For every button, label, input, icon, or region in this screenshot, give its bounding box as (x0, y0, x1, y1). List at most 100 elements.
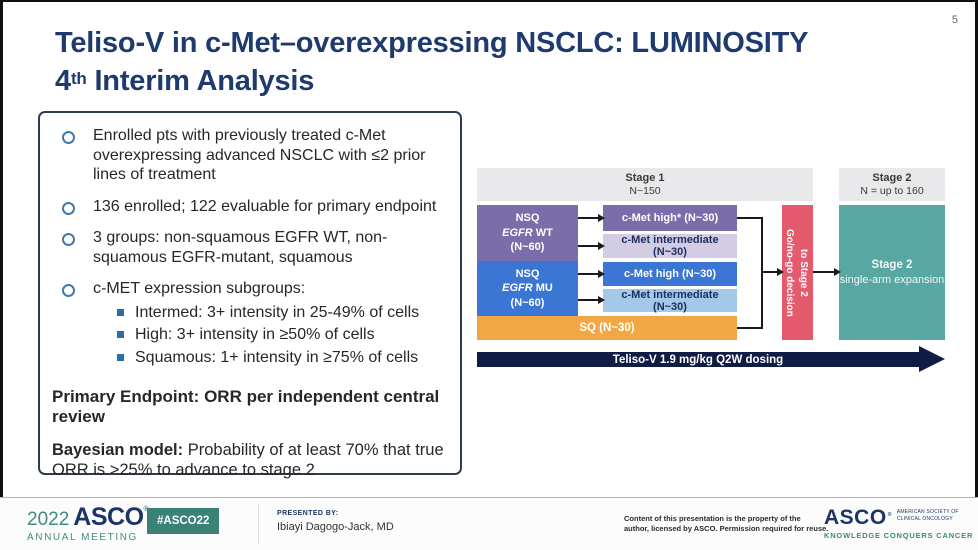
go-no-go-line2: to Stage 2 (798, 248, 809, 297)
hashtag-badge: #ASCO22 (147, 508, 220, 534)
bullet-item: 3 groups: non-squamous EGFR WT, non-squa… (50, 228, 452, 267)
bullet-list: Enrolled pts with previously treated c-M… (50, 126, 452, 370)
group-line: EGFR WT (502, 226, 553, 241)
arrow-mu-to-intermediate (578, 296, 605, 304)
footer-divider (258, 504, 259, 544)
go-no-go-line1: Go/no-go decision (784, 228, 795, 317)
arrow-wt-to-high (578, 214, 605, 222)
stage2-expansion-box: Stage 2 single-arm expansion (839, 205, 945, 340)
stage2-box-subtitle: single-arm expansion (839, 274, 945, 286)
bayesian-model-detail: Probability of at least 70% that true OR… (52, 441, 444, 479)
arrowhead-icon (598, 214, 605, 222)
meeting-asco-text: ASCO (73, 503, 144, 531)
sub-bullet-item: Squamous: 1+ intensity in ≥75% of cells (117, 348, 419, 368)
arrow-to-stage2 (813, 268, 841, 276)
square-bullet-icon (117, 353, 124, 361)
circle-bullet-icon (62, 131, 75, 144)
stage2-title: Stage 2 (872, 172, 912, 184)
bullet-group: c-MET expression subgroups: Intermed: 3+… (93, 279, 419, 370)
slide-number: 5 (951, 14, 958, 26)
asco-annual-meeting-logo: 2022 ASCO® ANNUAL MEETING (27, 503, 149, 543)
stage1-n: N~150 (629, 185, 661, 197)
group-n: (N~60) (510, 241, 545, 254)
gene-name: EGFR (502, 226, 533, 239)
group-n: (N~60) (510, 296, 545, 309)
dosing-arrow: Teliso-V 1.9 mg/kg Q2W dosing (477, 352, 919, 367)
title-line2: 4th Interim Analysis (55, 65, 314, 97)
footer-bar: 2022 ASCO® ANNUAL MEETING #ASCO22 PRESEN… (0, 497, 978, 550)
bullet-item: Enrolled pts with previously treated c-M… (50, 126, 452, 185)
primary-endpoint-text: Primary Endpoint: ORR per independent ce… (52, 387, 440, 426)
title-line1: Teliso-V in c-Met–overexpressing NSCLC: … (55, 27, 809, 59)
summary-panel: Enrolled pts with previously treated c-M… (38, 111, 462, 479)
bullet-text: 136 enrolled; 122 evaluable for primary … (93, 197, 437, 215)
sub-bullet-text: Intermed: 3+ intensity in 25-49% of cell… (135, 303, 420, 321)
arrowhead-icon (777, 268, 784, 276)
meeting-subtitle: ANNUAL MEETING (27, 532, 138, 543)
gene-name: EGFR (502, 282, 533, 295)
stage2-box-title: Stage 2 (871, 259, 913, 271)
society-line2: CLINICAL ONCOLOGY (896, 515, 953, 522)
square-bullet-icon (117, 308, 124, 316)
group-nsq-egfr-mu-box: NSQ EGFR MU (N~60) (477, 261, 578, 316)
group-line: EGFR MU (502, 281, 553, 296)
stage2-header: Stage 2 N = up to 160 (839, 168, 945, 201)
arrowhead-icon (598, 242, 605, 250)
meeting-asco-wordmark: ASCO® (73, 503, 148, 532)
dosing-label: Teliso-V 1.9 mg/kg Q2W dosing (612, 353, 784, 366)
meeting-logo-row: 2022 ASCO® (27, 503, 149, 532)
page-title: Teliso-V in c-Met–overexpressing NSCLC: … (55, 26, 935, 99)
arrowhead-icon (598, 270, 605, 278)
group-line: NSQ (515, 267, 540, 280)
bullet-text: c-MET expression subgroups: (93, 280, 306, 297)
presenter-name: Ibiayi Dagogo-Jack, MD (277, 521, 394, 533)
sub-bullet-list: Intermed: 3+ intensity in 25-49% of cell… (117, 303, 419, 368)
circle-bullet-icon (62, 233, 75, 246)
cohort-cmet-intermediate-wt-box: c-Met intermediate (N~30) (603, 234, 737, 258)
junction-line-vertical (761, 217, 763, 329)
asco-text: ASCO (824, 506, 887, 529)
meeting-year: 2022 (27, 509, 70, 530)
sub-bullet-text: Squamous: 1+ intensity in ≥75% of cells (135, 348, 419, 366)
arrow-wt-to-intermediate (578, 242, 605, 250)
registered-mark-icon: ® (143, 506, 149, 513)
asco-society-name: AMERICAN SOCIETY OF CLINICAL ONCOLOGY (897, 509, 959, 522)
asco-tagline: KNOWLEDGE CONQUERS CANCER (824, 531, 974, 540)
disclaimer-line1: Content of this presentation is the prop… (624, 514, 801, 523)
group-line: NSQ (515, 212, 540, 225)
bullet-item: 136 enrolled; 122 evaluable for primary … (50, 197, 452, 217)
arrowhead-icon (834, 268, 841, 276)
asco-society-logo: ASCO® AMERICAN SOCIETY OF CLINICAL ONCOL… (824, 504, 974, 541)
cohort-cmet-high-wt-box: c-Met high* (N~30) (603, 205, 737, 231)
arrowhead-icon (598, 296, 605, 304)
sub-bullet-item: Intermed: 3+ intensity in 25-49% of cell… (117, 303, 419, 323)
bayesian-model-text: Bayesian model: Probability of at least … (52, 441, 452, 480)
stage2-n: N = up to 160 (860, 185, 924, 197)
arrow-to-go-no-go (761, 268, 784, 276)
study-design-diagram: Stage 1 N~150 Stage 2 N = up to 160 NSQ … (477, 163, 947, 378)
junction-line-bottom (737, 327, 761, 329)
asco-logo-row: ASCO® AMERICAN SOCIETY OF CLINICAL ONCOL… (824, 504, 973, 529)
group-nsq-egfr-wt-box: NSQ EGFR WT (N~60) (477, 205, 578, 261)
title-line2-text: Interim Analysis (86, 65, 315, 97)
circle-bullet-icon (62, 284, 75, 297)
presented-by-label: PRESENTED BY: (277, 510, 339, 517)
presenter-block: PRESENTED BY: Ibiayi Dagogo-Jack, MD (277, 510, 394, 533)
title-line2-number: 4 (55, 65, 71, 97)
bayesian-model-label: Bayesian model: (52, 441, 184, 459)
junction-line-top (737, 217, 761, 219)
gene-status: WT (532, 226, 553, 239)
stage1-header: Stage 1 N~150 (477, 168, 813, 201)
screen-edge-left (0, 0, 3, 550)
society-line1: AMERICAN SOCIETY OF (896, 509, 959, 515)
disclaimer-text: Content of this presentation is the prop… (624, 514, 828, 533)
bullet-text: 3 groups: non-squamous EGFR WT, non-squa… (93, 229, 388, 266)
arrow-mu-to-high (578, 270, 605, 278)
dosing-arrowhead-icon (919, 346, 945, 372)
circle-bullet-icon (62, 201, 75, 215)
stage1-title: Stage 1 (625, 172, 665, 184)
sub-bullet-text: High: 3+ intensity in ≥50% of cells (135, 326, 375, 343)
square-bullet-icon (117, 331, 124, 338)
registered-mark-icon: ® (887, 512, 892, 518)
